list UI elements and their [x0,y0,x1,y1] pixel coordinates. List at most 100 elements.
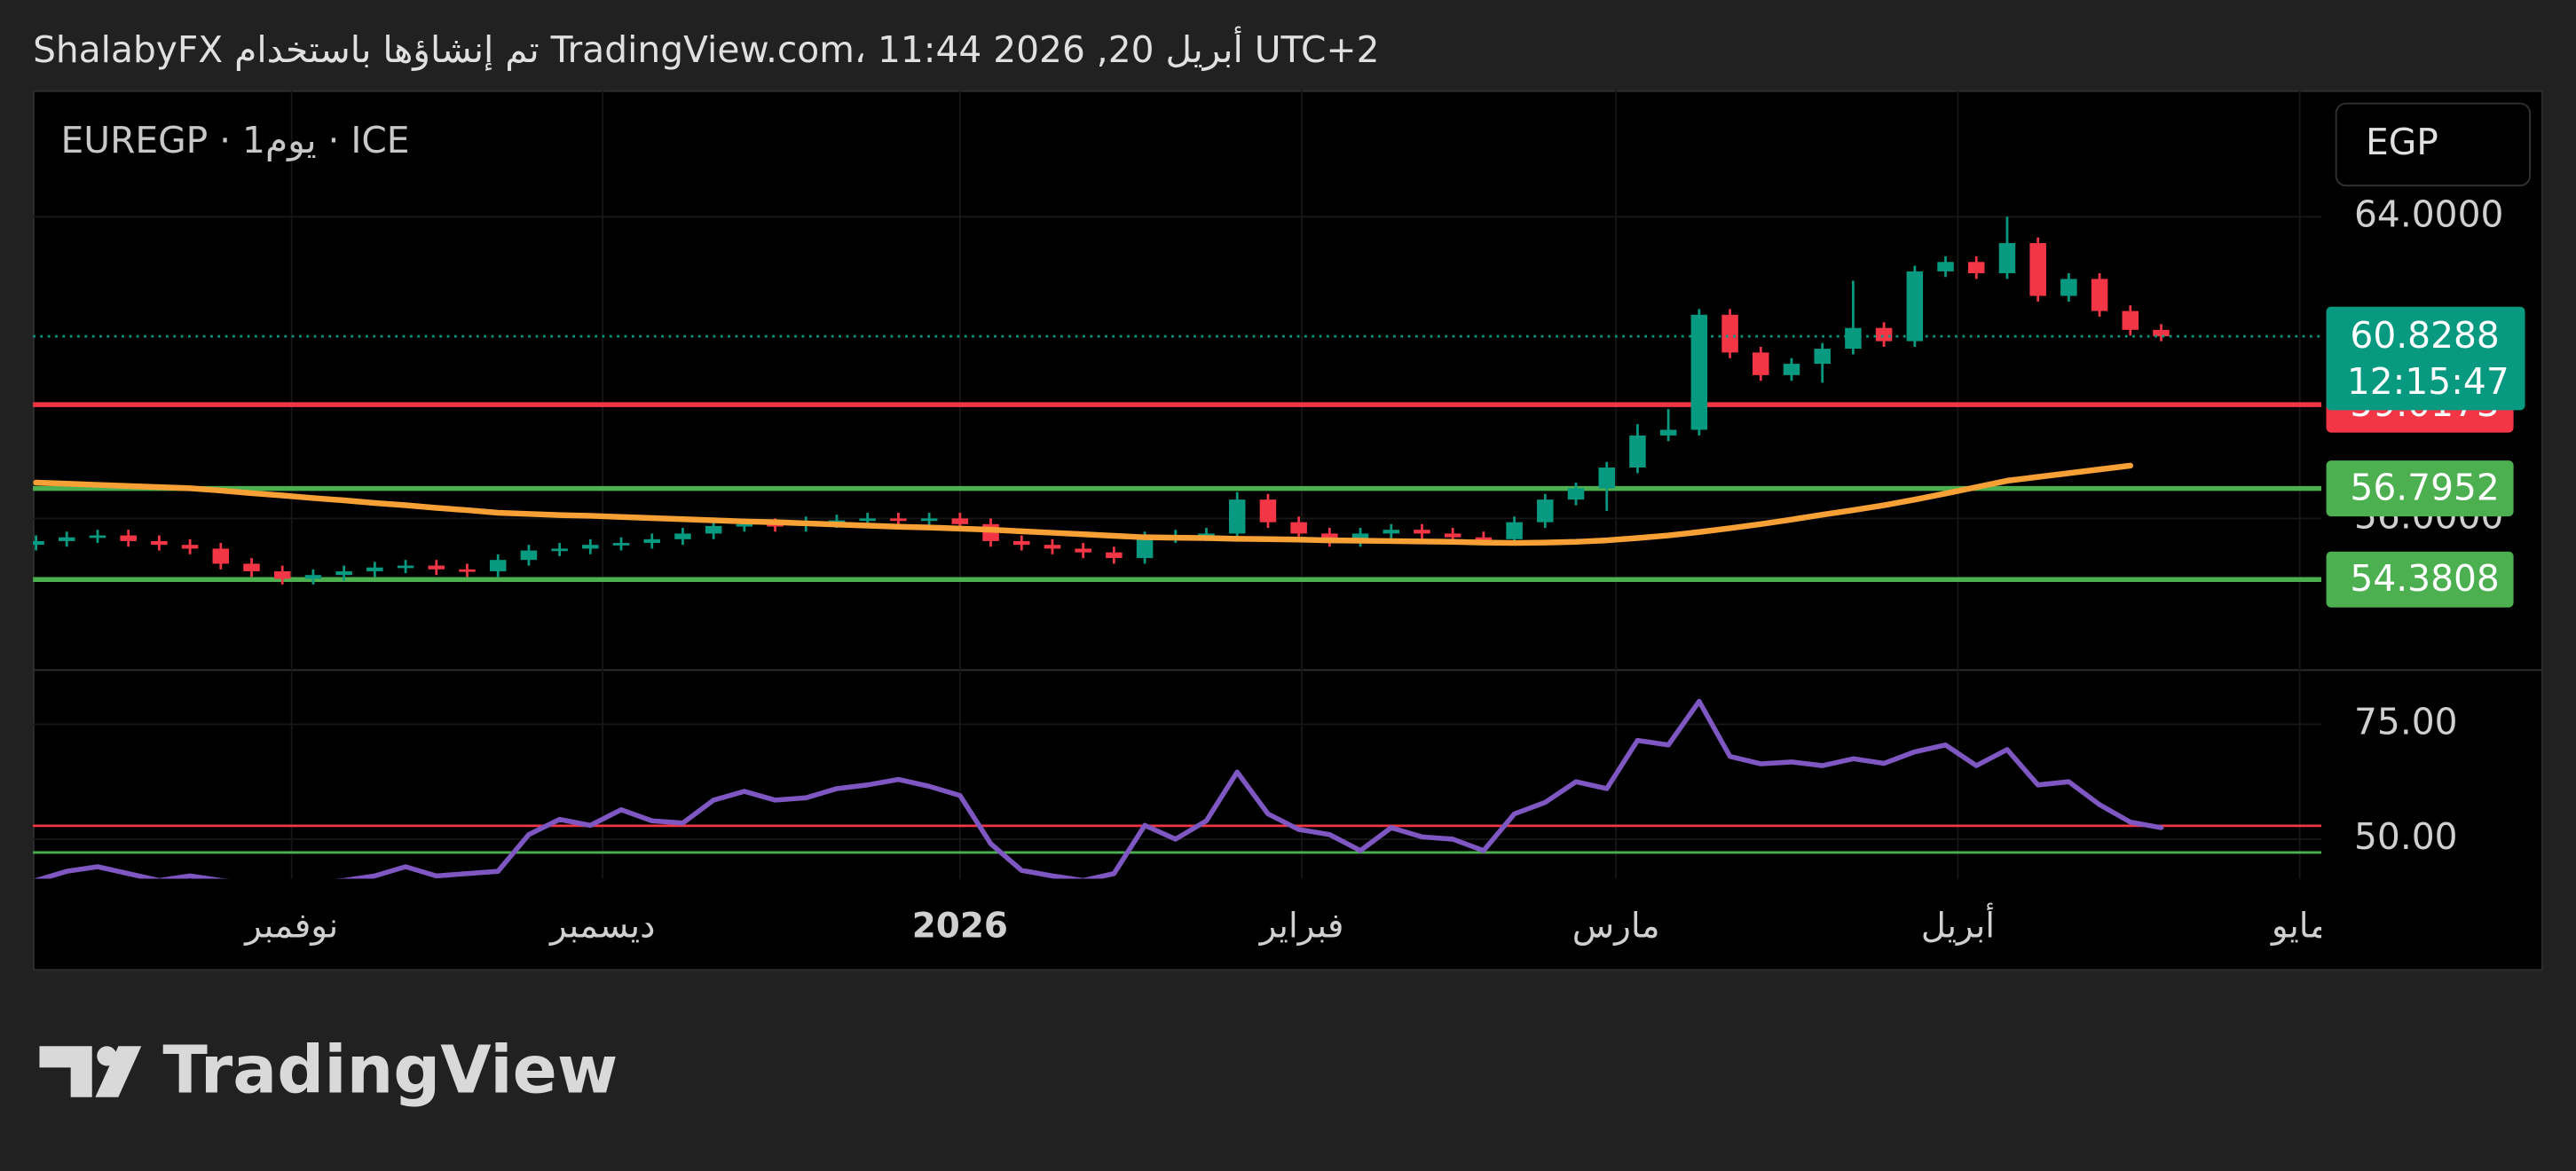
candle-body [59,537,75,541]
candle-body [828,520,846,523]
candle-body [1259,499,1277,523]
candle-body [2153,329,2170,337]
indicator-line [34,698,2164,879]
candle-body [304,575,322,579]
candle-body [1906,271,1924,342]
header-title: ShalabyFX تم إنشاؤها باستخدام TradingVie… [33,26,1379,71]
x-tick-label: مارس [1572,907,1660,947]
candle-body [1290,522,1307,534]
candle-body [2029,243,2046,296]
candle-body [1075,548,1091,553]
x-tick-label: نوفمبر [243,907,338,947]
candle-body [2091,279,2108,311]
candle-body [551,548,568,552]
candle-body [397,565,414,569]
candle-body [489,560,507,571]
x-tick-label: ديسمبر [548,907,655,947]
candle-body [643,538,660,544]
candle-body [1690,314,1708,430]
level-label: 54.3808 [2350,557,2499,600]
candle-body [612,543,630,546]
candle-body [366,567,383,571]
grid [33,90,2321,879]
y-tick-label: 64.0000 [2354,193,2503,235]
candle-body [1998,243,2016,274]
candle-body [1321,533,1338,541]
candle-body [273,570,291,579]
level-label-bg [2326,460,2514,517]
candle-body [1012,540,1030,546]
candle-body [1106,552,1123,559]
candle-body [1044,545,1061,549]
candle-body [1351,533,1369,541]
candle-body [120,535,137,541]
candle-body [212,548,230,564]
last-price-label: 60.8288 [2350,314,2499,357]
candle-body [1659,429,1677,436]
candle-body [335,570,352,576]
last-price-label-bg [2326,306,2525,411]
brand-logo [39,1046,142,1097]
time-axis: نوفمبر ديسمبر 2026 فبراير مارس أبريل مايو [243,903,2328,947]
candle-body [181,545,199,549]
x-tick-label: 2026 [912,907,1008,947]
candle-body [1967,262,1985,274]
level-label-bg [2326,551,2514,608]
x-tick-label: فبراير [1258,907,1344,947]
candle-body [1845,327,1862,350]
candle-body [951,518,969,524]
candle-body [89,535,106,538]
candle-body [1753,352,1769,375]
candle-body [1937,262,1954,271]
candle-body [2060,279,2077,296]
moving-average-line [33,462,2134,546]
countdown-label: 12:15:47 [2347,360,2509,403]
candle-body [1475,537,1493,540]
level-label: 56.7952 [2350,466,2499,508]
candle-body [582,545,599,549]
candle-body [2122,310,2139,330]
candle-body [767,523,784,527]
candle-body [151,540,168,546]
candle-body [1228,499,1246,534]
candle-body [1629,435,1646,468]
symbol-legend: EUREGP · 1يوم · ICE [61,119,410,161]
y-tick-label: 50.00 [2354,815,2458,858]
candle-body [520,550,538,561]
brand-name: TradingView [162,1032,618,1108]
currency-label[interactable]: EGP [2366,121,2438,163]
candle-body [1875,327,1893,342]
currency-button[interactable] [2335,102,2532,187]
candle-body [1567,488,1585,500]
chart-panel [33,90,2543,971]
indicator-pane [33,698,2321,879]
candle-body [33,540,44,546]
logo-shape [39,1046,92,1097]
candle-body [890,518,907,522]
candle-body [859,518,876,522]
y-tick-label: 75.00 [2354,700,2458,743]
candle-body [1598,468,1615,489]
candle-body [920,518,938,522]
candle-body [1537,499,1554,523]
candle-body [1136,537,1154,559]
candle-body [1198,533,1215,537]
candle-body [736,523,753,527]
candle-body [243,563,260,571]
price-pane [33,216,2321,585]
candle-body [674,533,691,539]
x-tick-label: أبريل [1921,903,1995,947]
candle-body [1814,349,1831,365]
candle-body [1721,314,1738,353]
candle-body [1506,522,1523,539]
price-axis: 64.000056.000075.0050.0059.017356.795254… [2326,193,2525,858]
candle-body [1414,530,1430,534]
candle-body [1444,533,1461,538]
candle-body [1783,364,1800,375]
candle-body [705,525,722,534]
x-tick-label: مايو [2270,907,2328,947]
candle-body [459,569,476,572]
candle-body [1383,530,1400,534]
